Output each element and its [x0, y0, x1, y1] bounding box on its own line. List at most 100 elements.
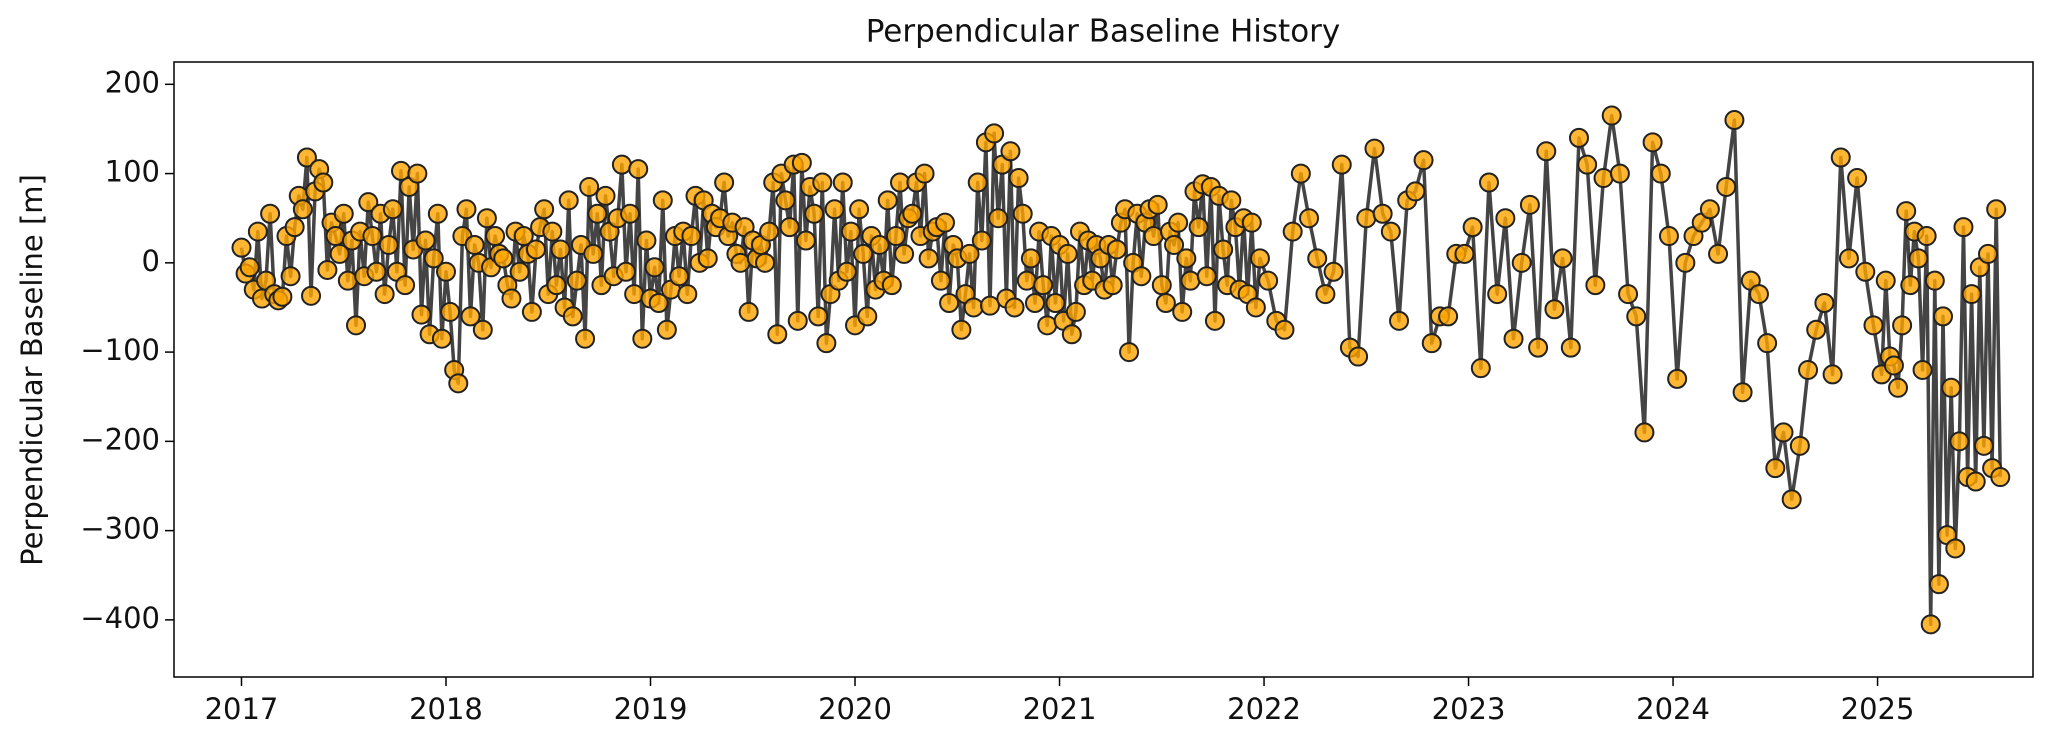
data-point [1348, 346, 1369, 367]
data-point [1875, 270, 1896, 291]
y-tick-label: 0 [142, 244, 160, 278]
data-point [840, 221, 861, 242]
data-point [1757, 333, 1778, 354]
data-point [1421, 333, 1442, 354]
data-point [1147, 194, 1168, 215]
data-point [1454, 243, 1475, 264]
data-point [738, 301, 759, 322]
data-point [358, 192, 379, 213]
data-point [1020, 248, 1041, 269]
data-point [1503, 328, 1524, 349]
data-point [1552, 248, 1573, 269]
data-point [1057, 243, 1078, 264]
data-point [979, 295, 1000, 316]
data-point [1249, 248, 1270, 269]
data-point [1213, 239, 1234, 260]
data-point [1916, 226, 1937, 247]
data-point [971, 230, 992, 251]
data-point [902, 203, 923, 224]
data-point [435, 261, 456, 282]
data-point [877, 190, 898, 211]
data-point [632, 328, 653, 349]
x-tick-label: 2017 [205, 692, 279, 726]
data-point [885, 226, 906, 247]
data-point [374, 284, 395, 305]
data-point [366, 261, 387, 282]
data-point [1892, 315, 1913, 336]
data-point [1004, 297, 1025, 318]
data-point [812, 172, 833, 193]
data-point [1274, 319, 1295, 340]
data-point [1155, 293, 1176, 314]
data-point [260, 203, 281, 224]
data-point [1708, 243, 1729, 264]
x-tick-label: 2020 [818, 692, 892, 726]
plot-frame [173, 61, 2034, 678]
data-point [677, 284, 698, 305]
data-point [624, 284, 645, 305]
data-point [808, 306, 829, 327]
data-point [411, 304, 432, 325]
x-tick-label: 2019 [614, 692, 688, 726]
data-point [460, 306, 481, 327]
data-point [1568, 127, 1589, 148]
data-point [566, 270, 587, 291]
data-point [1601, 105, 1622, 126]
data-point [1577, 154, 1598, 175]
data-point [795, 230, 816, 251]
data-point [1188, 217, 1209, 238]
data-point [890, 172, 911, 193]
data-point [1912, 359, 1933, 380]
data-point [1061, 324, 1082, 345]
data-point [918, 248, 939, 269]
data-point [231, 237, 252, 258]
data-point [1045, 293, 1066, 314]
data-point [382, 199, 403, 220]
y-tick-label: −300 [80, 512, 160, 546]
data-point [587, 203, 608, 224]
data-point [1933, 306, 1954, 327]
data-point [542, 221, 563, 242]
data-point [939, 293, 960, 314]
data-point [951, 319, 972, 340]
data-point [1168, 212, 1189, 233]
data-point [280, 266, 301, 287]
data-point [730, 252, 751, 273]
data-point [1928, 574, 1949, 595]
data-point [1924, 270, 1945, 291]
data-point [476, 208, 497, 229]
data-point [558, 190, 579, 211]
data-point [1172, 301, 1193, 322]
data-point [1102, 275, 1123, 296]
data-point [930, 270, 951, 291]
data-point [1164, 234, 1185, 255]
data-point [1380, 221, 1401, 242]
data-point [1642, 132, 1663, 153]
data-point [1544, 299, 1565, 320]
data-point [1945, 538, 1966, 559]
y-tick-label: −400 [80, 601, 160, 635]
data-point [1789, 435, 1810, 456]
data-point [984, 123, 1005, 144]
data-point [644, 257, 665, 278]
data-point [1008, 168, 1029, 189]
data-point [652, 190, 673, 211]
data-point [1221, 190, 1242, 211]
data-point [1888, 377, 1909, 398]
data-point [521, 301, 542, 322]
data-point [546, 275, 567, 296]
data-point [1896, 201, 1917, 222]
data-point [1986, 199, 2007, 220]
x-tick-label: 2021 [1023, 692, 1097, 726]
data-point [1033, 275, 1054, 296]
data-point [562, 306, 583, 327]
data-point [669, 266, 690, 287]
data-point [579, 176, 600, 197]
data-point [1511, 252, 1532, 273]
series-line [239, 113, 2003, 627]
data-point [1822, 364, 1843, 385]
data-point [1863, 315, 1884, 336]
data-point [1438, 306, 1459, 327]
data-point [1847, 168, 1868, 189]
